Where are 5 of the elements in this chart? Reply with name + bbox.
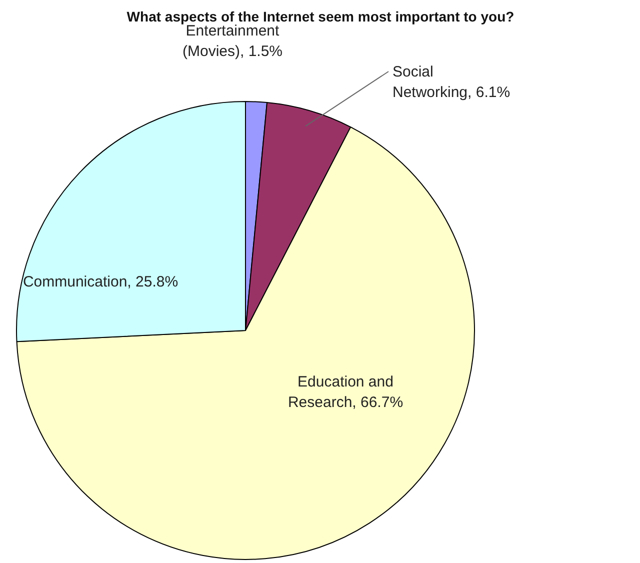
slice-label: Communication, 25.8%: [22, 274, 178, 290]
chart-title: What aspects of the Internet seem most important to you?: [126, 8, 514, 24]
slice-label: Entertainment (Movies), 1.5%: [182, 22, 283, 60]
slice-label: Education and Research, 66.7%: [288, 374, 404, 411]
slice-label: Social Networking, 6.1%: [392, 64, 510, 101]
